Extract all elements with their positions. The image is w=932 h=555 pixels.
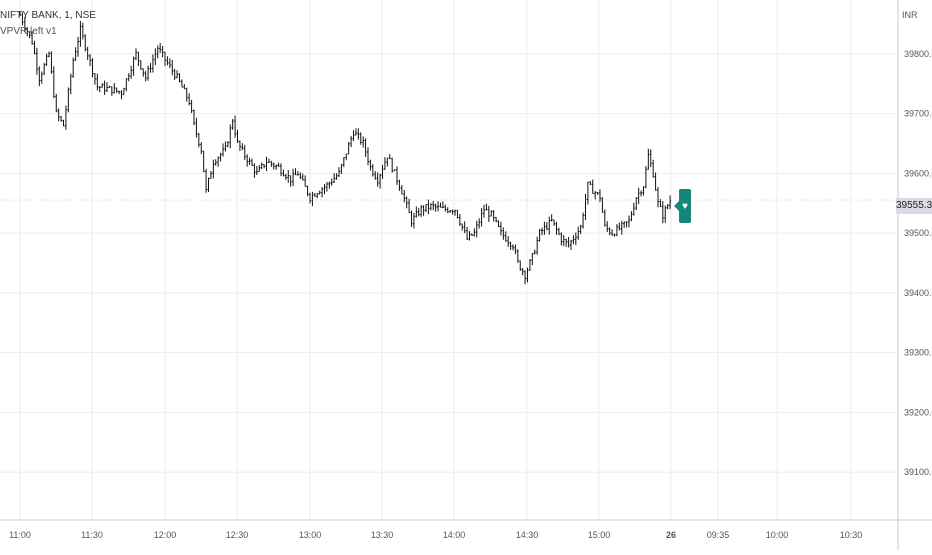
x-tick-label: 10:30 [840,530,863,540]
x-tick-label: 13:00 [299,530,322,540]
alert-button[interactable]: ♥ [674,189,691,223]
x-tick-label: 11:30 [81,530,103,540]
y-tick-label: 39400.00 [904,288,932,298]
x-tick-label: 14:30 [516,530,539,540]
y-tick-label: 39200.00 [904,407,932,417]
currency-label: INR [902,10,918,20]
x-tick-label: 14:00 [443,530,466,540]
x-tick-label: 11:00 [9,530,31,540]
x-tick-label: 12:00 [154,530,177,540]
chart-legend: NIFTY BANK, 1, NSE VPVR left v1 [0,8,96,40]
x-tick-label: 13:30 [371,530,394,540]
y-tick-label: 39600.00 [904,168,932,178]
x-tick-label: 09:35 [707,530,730,540]
indicator-label[interactable]: VPVR left v1 [0,26,57,37]
y-tick-label: 39100.00 [904,467,932,477]
y-tick-label: 39500.00 [904,228,932,238]
x-tick-label: 15:00 [588,530,611,540]
x-tick-label: 12:30 [226,530,249,540]
heart-icon: ♥ [682,200,688,212]
x-tick-label: 10:00 [766,530,789,540]
y-tick-label: 39300.00 [904,348,932,358]
y-tick-label: 39800.00 [904,49,932,59]
symbol-label[interactable]: NIFTY BANK, 1, NSE [0,10,96,21]
x-tick-label: 26 [666,530,676,540]
last-price-label: 39555.35 [896,198,932,214]
y-tick-label: 39700.00 [904,109,932,119]
